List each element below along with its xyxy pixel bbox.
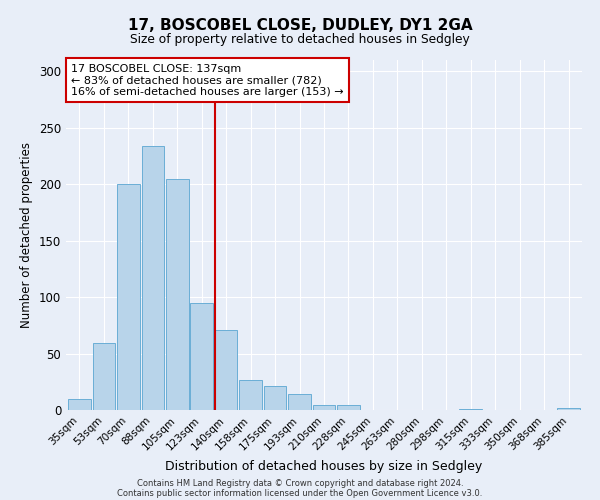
Bar — [92, 344, 115, 410]
Bar — [264, 386, 286, 410]
Bar — [239, 380, 262, 410]
Bar — [337, 406, 360, 410]
Bar — [190, 302, 213, 410]
Bar — [288, 394, 311, 410]
Text: Contains public sector information licensed under the Open Government Licence v3: Contains public sector information licen… — [118, 488, 482, 498]
Bar — [142, 146, 164, 410]
Y-axis label: Number of detached properties: Number of detached properties — [20, 142, 34, 328]
Bar — [557, 408, 580, 410]
Bar — [117, 184, 140, 410]
Bar — [166, 178, 188, 410]
X-axis label: Distribution of detached houses by size in Sedgley: Distribution of detached houses by size … — [166, 460, 482, 473]
Text: Contains HM Land Registry data © Crown copyright and database right 2024.: Contains HM Land Registry data © Crown c… — [137, 478, 463, 488]
Bar — [215, 330, 238, 410]
Bar — [68, 398, 91, 410]
Text: 17, BOSCOBEL CLOSE, DUDLEY, DY1 2GA: 17, BOSCOBEL CLOSE, DUDLEY, DY1 2GA — [128, 18, 472, 32]
Text: 17 BOSCOBEL CLOSE: 137sqm
← 83% of detached houses are smaller (782)
16% of semi: 17 BOSCOBEL CLOSE: 137sqm ← 83% of detac… — [71, 64, 344, 96]
Text: Size of property relative to detached houses in Sedgley: Size of property relative to detached ho… — [130, 32, 470, 46]
Bar — [313, 406, 335, 410]
Bar — [460, 409, 482, 410]
